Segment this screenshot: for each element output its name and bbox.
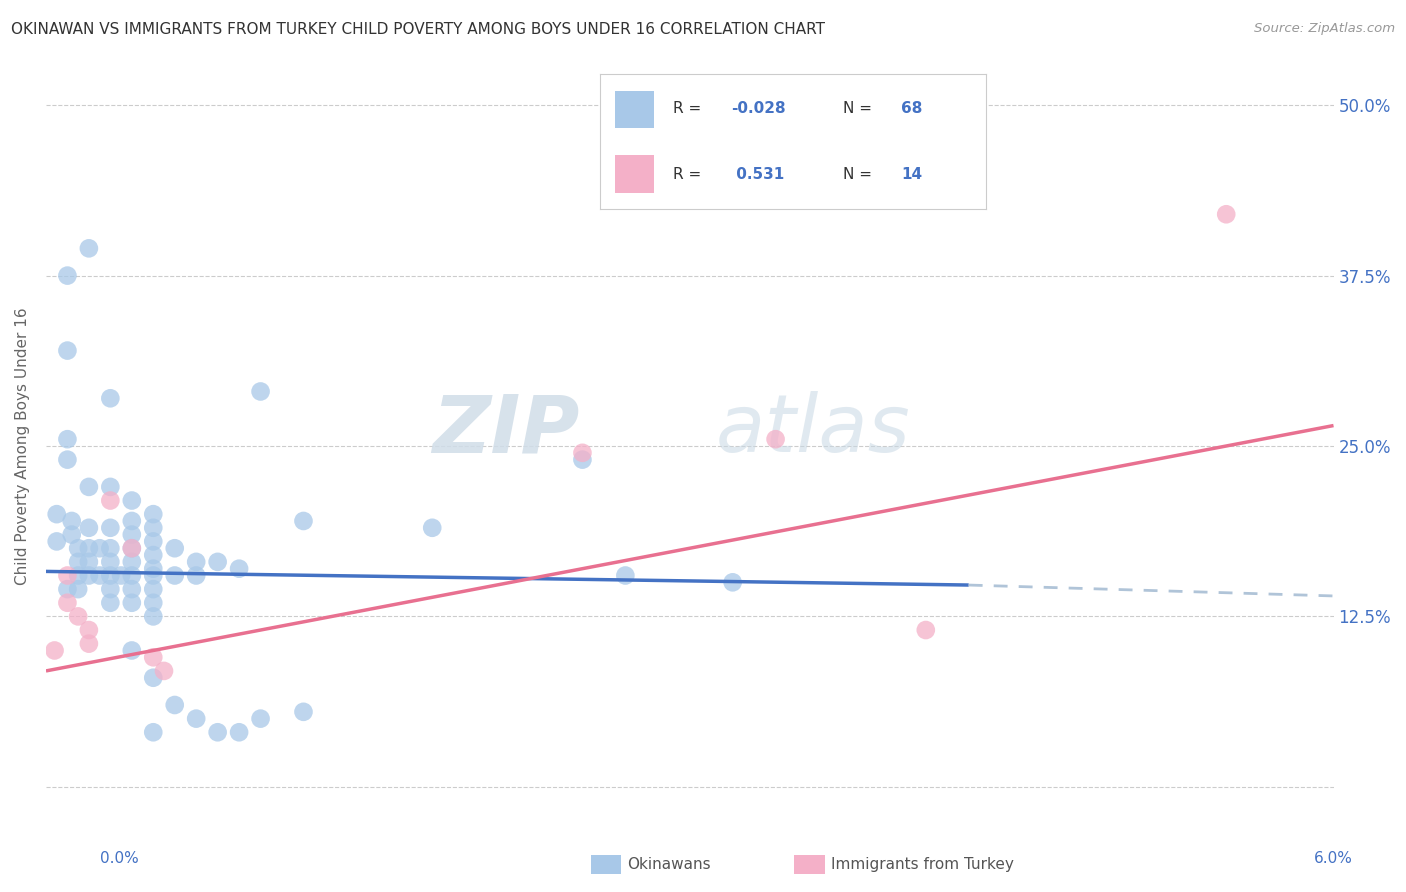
Point [121,582,143,596]
Point [121,527,143,541]
Text: 6.0%: 6.0% [1313,851,1353,865]
Point [121,643,143,657]
Point [98,493,121,508]
Point [207,555,229,569]
Point [98,480,121,494]
Point [186,568,208,582]
Text: Source: ZipAtlas.com: Source: ZipAtlas.com [1254,22,1395,36]
Point [142,568,165,582]
Point [1215,207,1237,221]
Point [571,446,593,460]
Point [98,555,121,569]
Point [721,575,744,590]
Point [571,452,593,467]
Point [89,568,111,582]
Point [186,712,208,726]
Point [142,562,165,576]
Point [77,568,100,582]
Point [77,555,100,569]
Point [142,650,165,665]
Point [98,392,121,406]
Point [121,555,143,569]
Point [142,596,165,610]
Point [77,637,100,651]
Point [60,514,83,528]
Point [45,507,67,521]
Point [67,568,90,582]
Point [420,521,443,535]
Point [67,582,90,596]
Point [77,541,100,556]
Point [77,480,100,494]
Point [163,568,186,582]
Point [121,541,143,556]
Text: OKINAWAN VS IMMIGRANTS FROM TURKEY CHILD POVERTY AMONG BOYS UNDER 16 CORRELATION: OKINAWAN VS IMMIGRANTS FROM TURKEY CHILD… [11,22,825,37]
Point [186,555,208,569]
Point [142,671,165,685]
Text: Immigrants from Turkey: Immigrants from Turkey [831,857,1014,871]
Point [44,643,66,657]
Point [56,432,79,446]
Point [292,514,315,528]
Point [98,568,121,582]
Text: 0.0%: 0.0% [100,851,139,865]
Point [89,541,111,556]
Point [56,343,79,358]
Point [142,534,165,549]
Text: Okinawans: Okinawans [627,857,710,871]
Point [110,568,132,582]
Point [142,609,165,624]
Point [228,562,250,576]
Point [56,582,79,596]
Y-axis label: Child Poverty Among Boys Under 16: Child Poverty Among Boys Under 16 [15,307,30,585]
Point [121,596,143,610]
Point [121,568,143,582]
Point [142,521,165,535]
Point [142,725,165,739]
Point [56,568,79,582]
Point [228,725,250,739]
Point [67,555,90,569]
Point [98,521,121,535]
Point [98,541,121,556]
Point [121,493,143,508]
Point [163,698,186,712]
Point [142,507,165,521]
Point [67,541,90,556]
Text: ZIP: ZIP [432,392,579,469]
Point [56,268,79,283]
Point [98,596,121,610]
Point [60,527,83,541]
Text: atlas: atlas [716,392,910,469]
Point [163,541,186,556]
Point [914,623,936,637]
Point [77,623,100,637]
Point [153,664,176,678]
Point [142,582,165,596]
Point [77,241,100,255]
Point [292,705,315,719]
Point [67,609,90,624]
Point [121,541,143,556]
Point [56,596,79,610]
Point [249,712,271,726]
Point [614,568,637,582]
Point [249,384,271,399]
Point [207,725,229,739]
Point [98,582,121,596]
Point [121,514,143,528]
Point [765,432,787,446]
Point [142,548,165,562]
Point [56,452,79,467]
Point [45,534,67,549]
Point [77,521,100,535]
